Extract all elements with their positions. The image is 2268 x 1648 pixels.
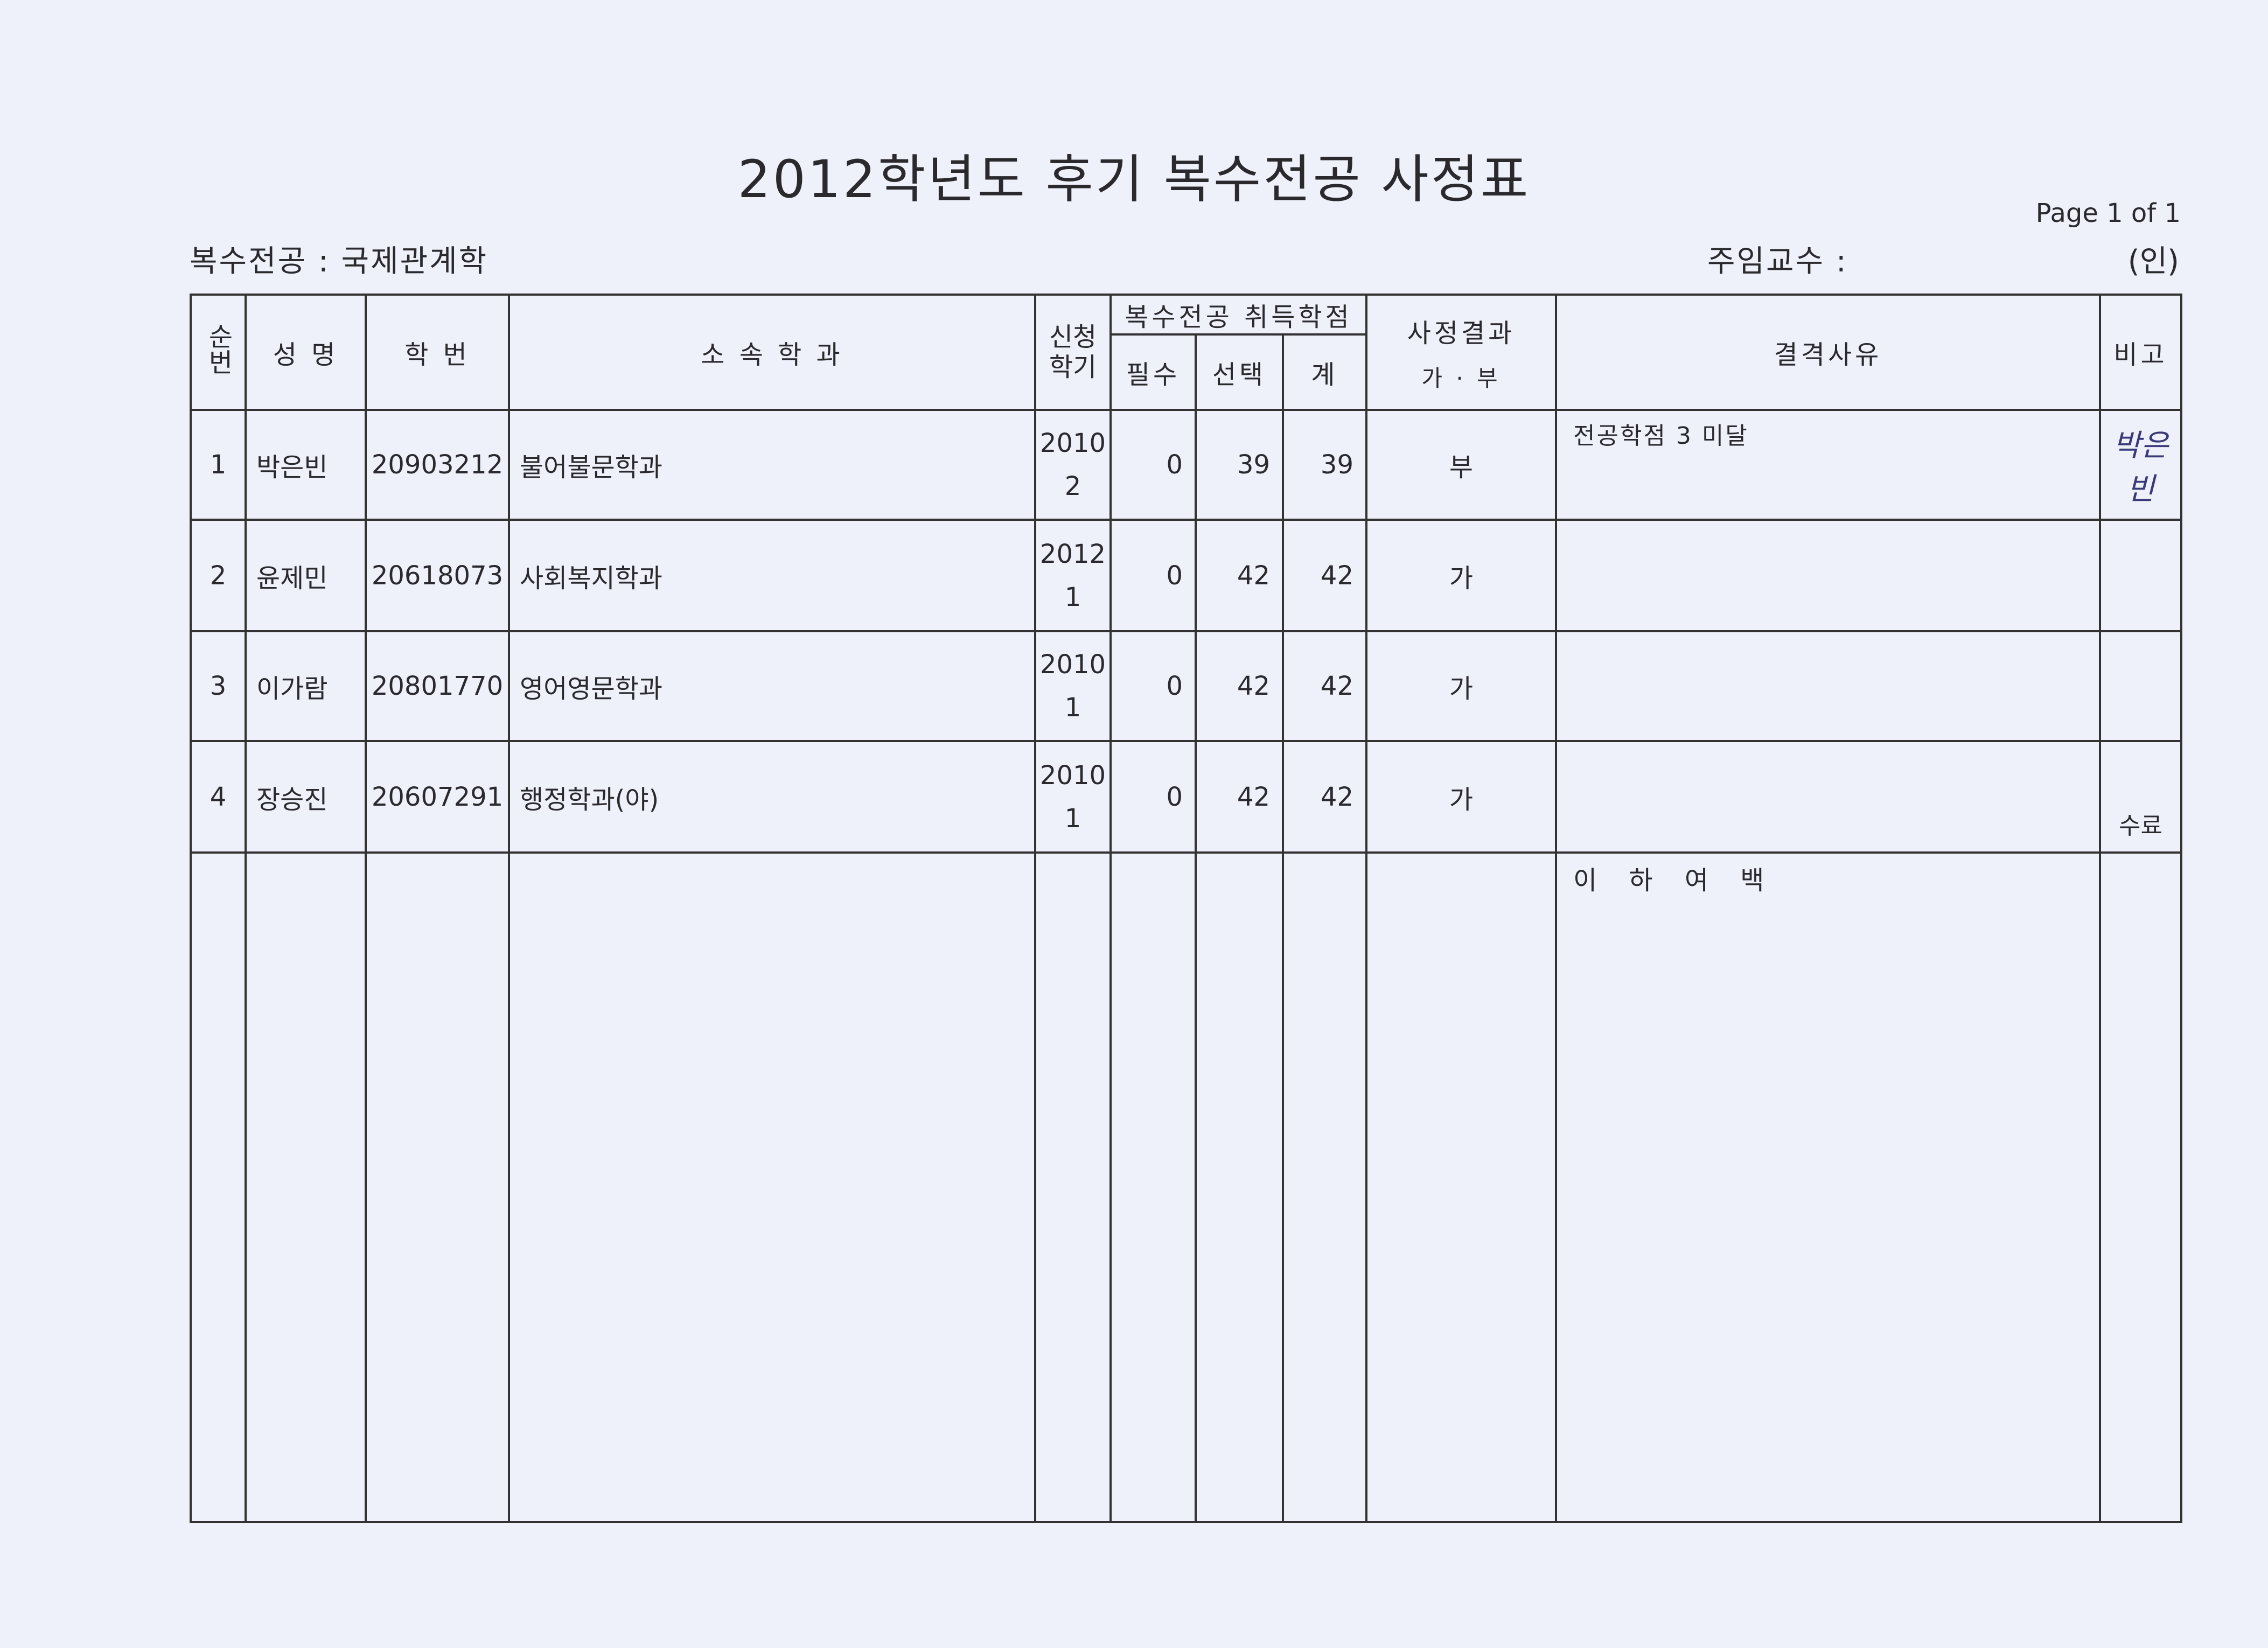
cell-required: 0 <box>1109 409 1197 521</box>
cell-department: 불어불문학과 <box>508 409 1036 521</box>
empty-cell <box>1109 851 1197 1523</box>
empty-cell <box>365 851 510 1523</box>
seal-label: (인) <box>2127 244 2179 279</box>
empty-cell <box>190 851 247 1523</box>
cell-no: 1 <box>190 409 247 521</box>
header-credits-group: 복수전공 취득학점 <box>1109 294 1367 336</box>
semester-term: 2 <box>1064 471 1081 501</box>
cell-student-id: 20618073 <box>365 519 510 632</box>
empty-cell <box>2099 851 2182 1523</box>
cell-result: 부 <box>1365 409 1557 521</box>
page-number: Page 1 of 1 <box>2035 198 2181 228</box>
header-no: 순번 <box>190 294 247 411</box>
semester-term: 1 <box>1064 693 1081 723</box>
header-result: 사정결과 가 · 부 <box>1365 294 1557 411</box>
cell-semester: 2010 1 <box>1034 630 1112 742</box>
header-required: 필수 <box>1109 333 1197 411</box>
cell-student-id: 20607291 <box>365 740 510 854</box>
header-student-id: 학 번 <box>365 294 510 411</box>
cell-name: 박은빈 <box>245 409 367 521</box>
cell-total: 42 <box>1282 630 1367 742</box>
cell-department: 행정학과(야) <box>508 740 1036 854</box>
semester-year: 2010 <box>1039 428 1106 458</box>
semester-term: 1 <box>1064 803 1081 834</box>
empty-cell <box>245 851 367 1523</box>
header-result-sub: 가 · 부 <box>1421 365 1501 392</box>
semester-year: 2010 <box>1039 760 1106 791</box>
cell-elective: 42 <box>1195 519 1284 632</box>
cell-total: 42 <box>1282 740 1367 854</box>
assessment-table: 순번 성 명 학 번 소 속 학 과 신청학기 복수전공 취득학점 사정결과 가… <box>190 294 2182 1523</box>
empty-cell <box>1365 851 1557 1523</box>
cell-name: 장승진 <box>245 740 367 854</box>
table-row: 1 박은빈 20903212 불어불문학과 2010 2 0 39 39 부 전공… <box>190 409 2182 521</box>
empty-cell <box>1282 851 1367 1523</box>
table-row: 3 이가람 20801770 영어영문학과 2010 1 0 42 42 가 <box>190 630 2182 742</box>
cell-required: 0 <box>1109 740 1197 854</box>
cell-department: 영어영문학과 <box>508 630 1036 742</box>
header-remarks: 비고 <box>2099 294 2182 411</box>
cell-remarks <box>2099 519 2182 632</box>
cell-required: 0 <box>1109 630 1197 742</box>
empty-cell <box>508 851 1036 1523</box>
cell-no: 2 <box>190 519 247 632</box>
header-name: 성 명 <box>245 294 367 411</box>
cell-result: 가 <box>1365 630 1557 742</box>
cell-semester: 2010 2 <box>1034 409 1112 521</box>
cell-result: 가 <box>1365 740 1557 854</box>
semester-year: 2010 <box>1039 650 1106 680</box>
cell-no: 3 <box>190 630 247 742</box>
subheader-row: 필수 선택 계 <box>191 333 2181 411</box>
cell-required: 0 <box>1109 519 1197 632</box>
table-row: 4 장승진 20607291 행정학과(야) 2010 1 0 42 42 가 수… <box>190 740 2182 854</box>
cell-remarks <box>2099 630 2182 742</box>
cell-result: 가 <box>1365 519 1557 632</box>
cell-student-id: 20801770 <box>365 630 510 742</box>
header-result-label: 사정결과 <box>1407 318 1516 348</box>
end-marker: 이 하 여 백 <box>1555 851 2101 1523</box>
cell-elective: 42 <box>1195 630 1284 742</box>
header-elective: 선택 <box>1195 333 1284 411</box>
header-semester: 신청학기 <box>1034 294 1112 411</box>
cell-elective: 42 <box>1195 740 1284 854</box>
handwritten-signature: 박은빈 <box>2099 409 2182 521</box>
cell-elective: 39 <box>1195 409 1284 521</box>
blank-row: 이 하 여 백 <box>190 851 2182 1523</box>
header-total: 계 <box>1282 333 1367 411</box>
semester-term: 1 <box>1064 582 1081 612</box>
cell-name: 윤제민 <box>245 519 367 632</box>
cell-name: 이가람 <box>245 630 367 742</box>
cell-total: 42 <box>1282 519 1367 632</box>
cell-total: 39 <box>1282 409 1367 521</box>
major-label: 복수전공 : 국제관계학 <box>190 244 489 279</box>
cell-no: 4 <box>190 740 247 854</box>
empty-cell <box>1034 851 1112 1523</box>
header-department: 소 속 학 과 <box>508 294 1036 411</box>
cell-student-id: 20903212 <box>365 409 510 521</box>
cell-semester: 2012 1 <box>1034 519 1112 632</box>
empty-cell <box>1195 851 1284 1523</box>
cell-reason <box>1555 519 2101 632</box>
professor-label: 주임교수 : <box>1707 244 1848 279</box>
header-row: 순번 성 명 학 번 소 속 학 과 신청학기 복수전공 취득학점 사정결과 가… <box>190 294 2182 411</box>
cell-remarks: 수료 <box>2099 740 2182 854</box>
cell-reason <box>1555 630 2101 742</box>
cell-department: 사회복지학과 <box>508 519 1036 632</box>
document-title: 2012학년도 후기 복수전공 사정표 <box>737 149 1531 210</box>
cell-reason: 전공학점 3 미달 <box>1555 409 2101 521</box>
cell-semester: 2010 1 <box>1034 740 1112 854</box>
header-reason: 결격사유 <box>1555 294 2101 411</box>
cell-reason <box>1555 740 2101 854</box>
semester-year: 2012 <box>1039 539 1106 569</box>
table-row: 2 윤제민 20618073 사회복지학과 2012 1 0 42 42 가 <box>190 519 2182 632</box>
